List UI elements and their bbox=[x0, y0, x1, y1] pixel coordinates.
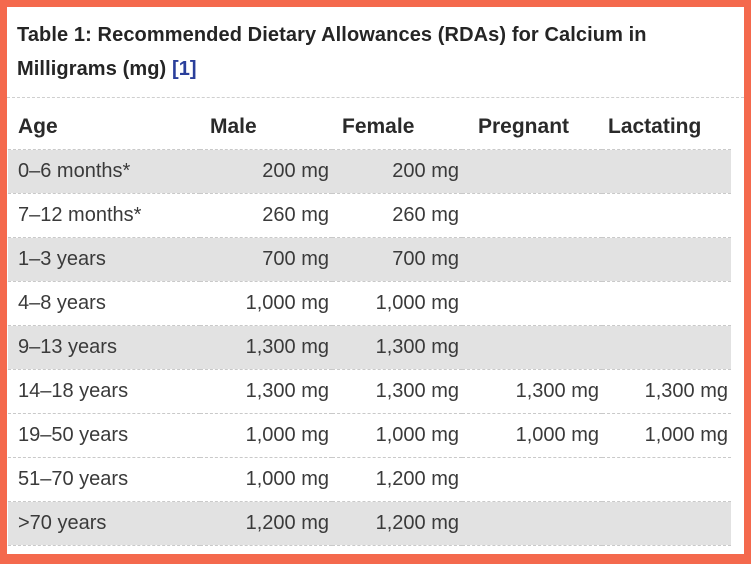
table-row: 0–6 months* 200 mg 200 mg bbox=[8, 149, 731, 194]
cell-pregnant bbox=[462, 326, 602, 370]
cell-male: 1,200 mg bbox=[245, 512, 329, 534]
cell-lactating bbox=[602, 458, 731, 502]
table-row: 4–8 years 1,000 mg 1,000 mg bbox=[8, 281, 731, 326]
reference-link[interactable]: [1] bbox=[171, 58, 197, 80]
cell-male: 200 mg bbox=[262, 160, 329, 182]
rda-calcium-table: Age Male Female Pregnant Lactating 0–6 m… bbox=[8, 106, 731, 546]
title-divider bbox=[7, 97, 744, 98]
header-row: Age Male Female Pregnant Lactating bbox=[8, 106, 731, 150]
cell-lactating: 1,300 mg bbox=[644, 380, 728, 402]
cell-pregnant bbox=[462, 282, 602, 326]
cell-female: 1,200 mg bbox=[375, 512, 459, 534]
cell-female: 1,300 mg bbox=[375, 380, 459, 402]
cell-age: 9–13 years bbox=[18, 336, 117, 358]
cell-female: 260 mg bbox=[392, 204, 459, 226]
cell-age: 4–8 years bbox=[18, 292, 106, 314]
table-row: >70 years 1,200 mg 1,200 mg bbox=[8, 501, 731, 546]
cell-female: 1,000 mg bbox=[375, 292, 459, 314]
column-header-pregnant: Pregnant bbox=[478, 115, 570, 138]
cell-age: 1–3 years bbox=[18, 248, 106, 270]
cell-female: 200 mg bbox=[392, 160, 459, 182]
cell-lactating bbox=[602, 238, 731, 282]
cell-male: 1,300 mg bbox=[245, 380, 329, 402]
column-header-male: Male bbox=[210, 115, 257, 138]
cell-male: 1,000 mg bbox=[245, 424, 329, 446]
cell-age: >70 years bbox=[18, 512, 107, 534]
cell-age: 19–50 years bbox=[18, 424, 129, 446]
table-row: 51–70 years 1,000 mg 1,200 mg bbox=[8, 457, 731, 502]
cell-female: 1,300 mg bbox=[375, 336, 459, 358]
table-body: 0–6 months* 200 mg 200 mg 7–12 months* 260 m… bbox=[8, 149, 731, 546]
cell-male: 1,000 mg bbox=[245, 468, 329, 490]
cell-pregnant: 1,300 mg bbox=[515, 380, 599, 402]
cell-lactating bbox=[602, 326, 731, 370]
cell-male: 260 mg bbox=[262, 204, 329, 226]
cell-pregnant: 1,000 mg bbox=[515, 424, 599, 446]
table-title: Table 1: Recommended Dietary Allowances … bbox=[7, 7, 744, 89]
cell-male: 1,300 mg bbox=[245, 336, 329, 358]
column-header-female: Female bbox=[342, 115, 415, 138]
cell-age: 0–6 months* bbox=[18, 160, 131, 182]
cell-pregnant bbox=[462, 150, 602, 194]
table-row: 9–13 years 1,300 mg 1,300 mg bbox=[8, 325, 731, 370]
table-title-text: Table 1: Recommended Dietary Allowances … bbox=[17, 24, 647, 80]
cell-lactating bbox=[602, 502, 731, 546]
cell-pregnant bbox=[462, 458, 602, 502]
column-header-age: Age bbox=[18, 115, 58, 138]
cell-age: 14–18 years bbox=[18, 380, 129, 402]
cell-age: 7–12 months* bbox=[18, 204, 142, 226]
table-row: 19–50 years 1,000 mg 1,000 mg 1,000 mg 1,000… bbox=[8, 413, 731, 458]
cell-male: 700 mg bbox=[262, 248, 329, 270]
cell-female: 700 mg bbox=[392, 248, 459, 270]
cell-pregnant bbox=[462, 238, 602, 282]
cell-lactating: 1,000 mg bbox=[644, 424, 728, 446]
cell-female: 1,000 mg bbox=[375, 424, 459, 446]
cell-age: 51–70 years bbox=[18, 468, 129, 490]
cell-pregnant bbox=[462, 502, 602, 546]
cell-pregnant bbox=[462, 194, 602, 238]
table-row: 7–12 months* 260 mg 260 mg bbox=[8, 193, 731, 238]
cell-lactating bbox=[602, 194, 731, 238]
cell-male: 1,000 mg bbox=[245, 292, 329, 314]
table-row: 14–18 years 1,300 mg 1,300 mg 1,300 mg 1,300… bbox=[8, 369, 731, 414]
cell-lactating bbox=[602, 150, 731, 194]
cell-female: 1,200 mg bbox=[375, 468, 459, 490]
column-header-lactating: Lactating bbox=[608, 115, 702, 138]
cell-lactating bbox=[602, 282, 731, 326]
table-row: 1–3 years 700 mg 700 mg bbox=[8, 237, 731, 282]
